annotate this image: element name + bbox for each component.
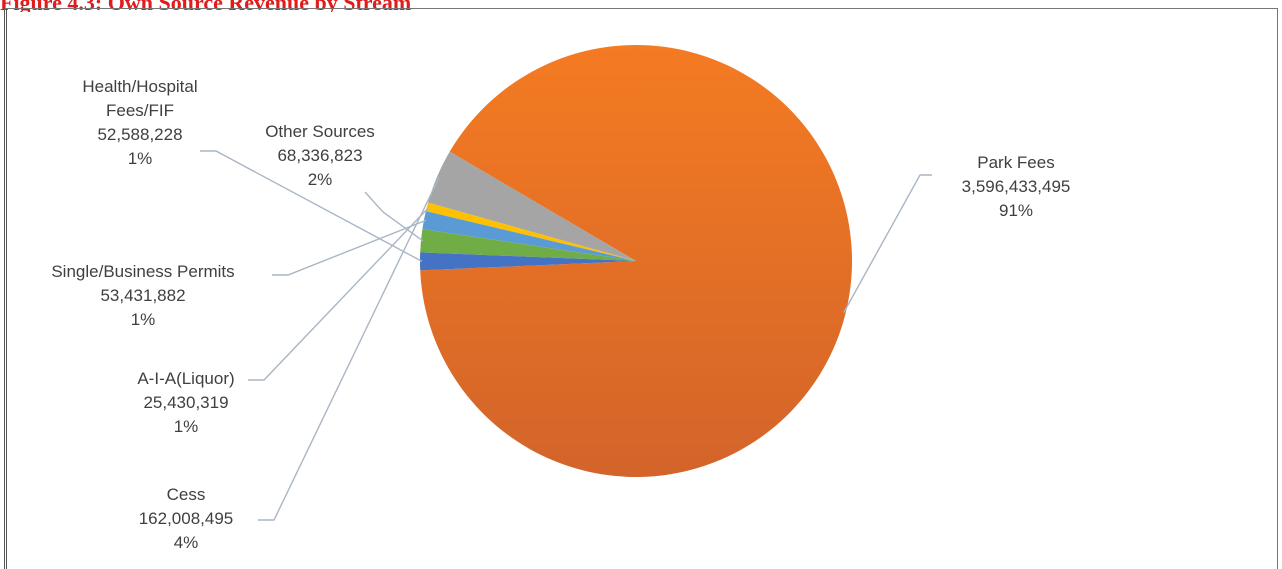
figure-heading: Figure 4.3: Own Source Revenue by Stream xyxy=(0,0,411,12)
data-label-park-fees: Park Fees 3,596,433,495 91% xyxy=(962,153,1071,220)
leader-line-other-sources xyxy=(364,191,424,242)
data-label-single-business-permits: Single/Business Permits 53,431,882 1% xyxy=(51,262,234,329)
leader-line-park-fees xyxy=(843,174,932,313)
leader-line-health-hospital-fees-fif xyxy=(200,150,423,263)
data-label-health-hospital-fees-fif: Health/Hospital Fees/FIF 52,588,228 1% xyxy=(82,77,197,168)
pie-slice-cess xyxy=(428,151,636,261)
pie-slice-health-hospital-fees-fif xyxy=(420,252,636,271)
chart-frame xyxy=(4,8,1278,569)
leader-line-a-i-a-liquor xyxy=(248,206,430,381)
leader-line-cess xyxy=(258,176,440,521)
data-label-other-sources: Other Sources 68,336,823 2% xyxy=(265,122,375,189)
data-label-a-i-a-liquor: A-I-A(Liquor) 25,430,319 1% xyxy=(137,369,234,436)
pie-slice-other-sources xyxy=(420,229,636,261)
data-label-cess: Cess 162,008,495 4% xyxy=(139,485,234,552)
pie-slice-a-i-a-liquor xyxy=(425,202,636,261)
pie-slice-single-business-permits xyxy=(422,211,636,261)
leader-line-single-business-permits xyxy=(272,219,427,276)
pie-slice-park-fees xyxy=(420,44,853,477)
